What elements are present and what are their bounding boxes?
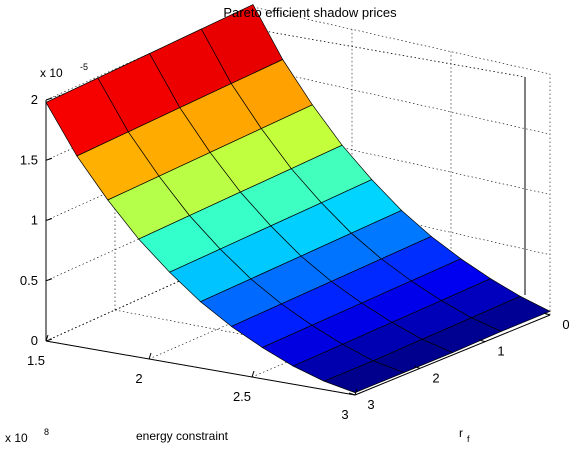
z-gridline — [252, 66, 551, 135]
z-tick-mark — [45, 97, 53, 101]
x-tick-mark — [148, 352, 152, 360]
z-tick-label: 2 — [31, 92, 38, 107]
x-tick-label: 2 — [135, 371, 142, 386]
x-tick-label: 1.5 — [27, 353, 45, 368]
y-tick-mark — [413, 365, 421, 369]
z-tick-mark — [45, 218, 53, 221]
back-wall-top-edge — [252, 28, 526, 78]
y-tick-label: 1 — [497, 344, 504, 359]
z-tick-label: 0.5 — [20, 273, 38, 288]
x-axis-label: energy constraint — [136, 429, 229, 443]
y-tick-mark — [478, 339, 486, 343]
x-multiplier-exponent: 8 — [44, 427, 49, 437]
x-tick-mark — [354, 388, 358, 396]
y-axis-line — [354, 314, 551, 396]
surface-mesh — [45, 4, 551, 393]
y-tick-mark — [543, 312, 551, 316]
x-tick-mark — [251, 370, 255, 378]
z-tick-mark — [45, 157, 53, 161]
z-multiplier-label: x 10 — [40, 66, 63, 80]
z-tick-label: 0 — [31, 333, 38, 348]
z-multiplier-exponent: -5 — [80, 62, 88, 72]
x-multiplier-label: x 10 — [5, 431, 28, 445]
z-gridline — [252, 127, 551, 195]
x-tick-label: 2.5 — [233, 389, 251, 404]
x-tick-mark — [45, 334, 49, 342]
y-tick-label: 0 — [562, 317, 569, 332]
z-tick-mark — [45, 278, 53, 282]
y-tick-mark — [348, 392, 356, 396]
z-tick-label: 1 — [31, 213, 38, 228]
y-tick-label: 2 — [432, 370, 439, 385]
z-tick-label: 1.5 — [20, 152, 38, 167]
x-axis-line — [45, 340, 356, 396]
axis-ticks: 0 0.5 1 1.5 2 1.5 2 2.5 3 0 1 2 3 — [20, 92, 570, 422]
chart-title: Pareto efficient shadow prices — [223, 5, 397, 20]
z-gridline — [252, 6, 551, 75]
y-tick-label: 3 — [367, 397, 374, 412]
y-axis-label-subscript: f — [467, 434, 470, 444]
y-axis-label: r — [459, 426, 463, 440]
x-tick-label: 3 — [341, 407, 348, 422]
z-tick-mark — [45, 338, 53, 342]
surface-patch — [323, 360, 405, 393]
